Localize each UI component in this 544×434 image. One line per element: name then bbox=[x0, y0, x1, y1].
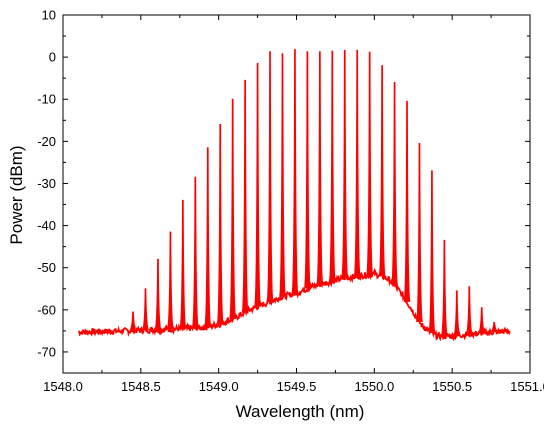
baseline-trace bbox=[78, 267, 511, 342]
comb-line-peak bbox=[366, 51, 374, 275]
series-layer bbox=[78, 49, 511, 342]
y-tick-label: -20 bbox=[37, 134, 56, 149]
comb-line-peak bbox=[316, 51, 324, 285]
comb-line-peak bbox=[403, 100, 411, 303]
comb-line-peak bbox=[179, 199, 187, 329]
y-tick-label: -30 bbox=[37, 176, 56, 191]
comb-line-peak bbox=[428, 170, 436, 334]
x-tick-label: 1549.5 bbox=[277, 379, 317, 394]
y-tick-label: -40 bbox=[37, 218, 56, 233]
comb-line-peak bbox=[142, 288, 149, 331]
tick-marks: 1548.0 1548.5 1549.0 1549.5 1550.0 1550.5 1551… bbox=[37, 8, 544, 395]
comb-line-peak bbox=[166, 231, 174, 330]
comb-line-peak bbox=[291, 49, 299, 294]
y-tick-label: -70 bbox=[37, 344, 56, 359]
comb-line-peak bbox=[378, 65, 386, 277]
comb-line-peak bbox=[391, 81, 399, 286]
comb-line-peak bbox=[303, 51, 311, 289]
comb-line-peak bbox=[216, 124, 224, 325]
comb-line-peak bbox=[129, 311, 137, 331]
comb-line-peak bbox=[241, 79, 249, 313]
comb-line-peak bbox=[204, 147, 212, 327]
comb-line-peak bbox=[440, 239, 448, 337]
comb-line-peak bbox=[341, 49, 349, 279]
y-tick-label: 10 bbox=[42, 8, 56, 23]
comb-line-peak bbox=[279, 53, 286, 297]
x-tick-label: 1549.0 bbox=[199, 379, 239, 394]
x-axis-label: Wavelength (nm) bbox=[236, 402, 365, 421]
comb-line-peak bbox=[191, 176, 199, 329]
y-tick-label: -10 bbox=[37, 92, 56, 107]
y-axis-label: Power (dBm) bbox=[7, 145, 26, 244]
comb-line-peak bbox=[328, 50, 336, 282]
comb-line-peak bbox=[254, 62, 262, 307]
y-tick-label: -60 bbox=[37, 302, 56, 317]
comb-line-peak bbox=[154, 258, 162, 330]
comb-line-peak bbox=[453, 290, 461, 336]
x-tick-label: 1550.0 bbox=[354, 379, 394, 394]
comb-line-peak bbox=[416, 143, 423, 323]
x-tick-label: 1551.0 bbox=[510, 379, 544, 394]
x-tick-label: 1548.5 bbox=[121, 379, 161, 394]
x-tick-label: 1550.5 bbox=[432, 379, 472, 394]
comb-line-peak bbox=[353, 49, 361, 277]
x-tick-label: 1548.0 bbox=[43, 379, 83, 394]
comb-line-peak bbox=[266, 51, 274, 302]
comb-line-peak bbox=[478, 307, 486, 334]
comb-line-peak bbox=[490, 322, 498, 333]
comb-line-peak bbox=[465, 286, 473, 335]
comb-line-peak bbox=[229, 98, 237, 320]
y-tick-label: 0 bbox=[49, 50, 56, 65]
y-tick-label: -50 bbox=[37, 260, 56, 275]
